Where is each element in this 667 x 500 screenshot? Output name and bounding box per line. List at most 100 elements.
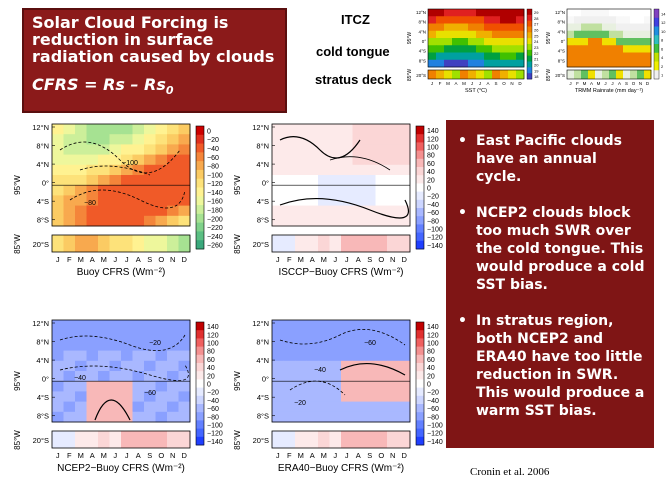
field-cell xyxy=(318,154,330,166)
mini-month-tick: A xyxy=(590,81,593,86)
field-cell xyxy=(295,320,307,331)
field-cell xyxy=(375,164,388,176)
field-cell xyxy=(155,134,168,145)
contour-label: −40 xyxy=(74,375,86,382)
field-cell xyxy=(283,411,296,423)
field-cell xyxy=(272,381,284,392)
field-cell xyxy=(52,195,64,207)
colorbar-segment xyxy=(196,363,204,372)
colorbar-tick-label: 0 xyxy=(207,128,211,135)
lat-tick-label: 8°N xyxy=(256,338,269,347)
field-cell xyxy=(318,134,330,145)
strip-cell xyxy=(63,235,76,252)
mini-cell xyxy=(623,9,631,17)
contour-label: −40 xyxy=(314,367,326,374)
mini-colorbar-segment xyxy=(654,35,659,45)
strip-cell xyxy=(318,235,330,252)
mini-cell xyxy=(595,9,603,17)
field-cell xyxy=(109,411,122,423)
field-cell xyxy=(306,215,319,227)
field-cell xyxy=(178,195,191,207)
mini-colorbar-tick: 21 xyxy=(534,57,539,62)
colorbar-segment xyxy=(196,436,204,446)
mini-colorbar-segment xyxy=(654,70,659,80)
mini-cell xyxy=(637,30,645,39)
month-tick-label: M xyxy=(101,255,107,264)
month-tick-label: A xyxy=(310,255,315,264)
field-cell xyxy=(167,164,179,176)
field-cell xyxy=(318,401,330,413)
mini-strip-cell xyxy=(444,70,453,79)
month-tick-label: O xyxy=(378,451,384,460)
field-cell xyxy=(295,411,307,423)
mini-cell xyxy=(508,16,517,24)
field-cell xyxy=(155,401,168,413)
mini-cell xyxy=(476,38,485,46)
field-cell xyxy=(375,205,388,217)
mini-cell xyxy=(602,9,610,17)
contour-line xyxy=(59,364,189,381)
field-cell xyxy=(178,124,191,135)
field-cell xyxy=(352,195,365,207)
field-cell xyxy=(75,320,87,331)
mini-cell xyxy=(468,38,477,46)
mini-cell xyxy=(468,45,477,53)
field-cell xyxy=(121,371,133,382)
colorbar-tick-label: −20 xyxy=(207,137,219,144)
field-cell xyxy=(283,164,296,176)
field-cell xyxy=(398,134,411,145)
field-cell xyxy=(375,144,388,156)
mini-strip-cell xyxy=(492,70,501,79)
colorbar-tick-label: −240 xyxy=(207,234,223,241)
field-cell xyxy=(63,330,76,341)
field-cell xyxy=(375,175,388,186)
mini-colorbar-tick: 27 xyxy=(534,22,539,27)
colorbar-tick-label: 140 xyxy=(427,128,439,135)
strip-cell xyxy=(167,431,179,448)
lat-tick-label: 12°N xyxy=(252,123,269,132)
mini-cell xyxy=(637,59,645,68)
mini-cell xyxy=(630,52,638,61)
field-cell xyxy=(98,371,110,382)
mini-cell xyxy=(452,9,461,17)
month-tick-label: N xyxy=(170,451,175,460)
mini-cell xyxy=(516,45,525,53)
field-cell xyxy=(144,391,156,403)
strip-cell xyxy=(121,235,133,252)
field-cell xyxy=(318,175,330,186)
month-tick-label: J xyxy=(345,451,349,460)
field-cell xyxy=(341,381,353,392)
mini-cell xyxy=(516,52,525,61)
mini-colorbar-tick: 26 xyxy=(534,27,539,32)
colorbar-segment xyxy=(416,363,424,372)
field-cell xyxy=(86,330,99,341)
mini-lower-tick: 20°S xyxy=(416,73,426,78)
mini-cell xyxy=(476,52,485,61)
mini-cell xyxy=(444,45,453,53)
field-cell xyxy=(132,340,145,352)
strip-cell xyxy=(375,235,388,252)
colorbar-segment xyxy=(416,142,424,151)
mini-cell xyxy=(452,23,461,32)
mini-cell xyxy=(644,30,652,39)
field-frame xyxy=(271,319,411,423)
strip-cell xyxy=(98,431,110,448)
mini-cell xyxy=(468,9,477,17)
strip-frame xyxy=(271,430,411,449)
field-cell xyxy=(75,205,87,217)
field-cell xyxy=(109,124,122,135)
field-cell xyxy=(364,320,376,331)
field-cell xyxy=(132,154,145,166)
field-cell xyxy=(364,381,376,392)
month-tick-label: M xyxy=(298,255,304,264)
colorbar-segment xyxy=(416,404,424,413)
mini-cell xyxy=(574,16,582,24)
mini-colorbar-segment xyxy=(527,32,532,39)
lat-tick-label: 0° xyxy=(42,375,49,384)
field-cell xyxy=(352,330,365,341)
field-cell xyxy=(75,330,87,341)
strip-cell xyxy=(387,431,399,448)
field-cell xyxy=(398,320,411,331)
month-tick-label: J xyxy=(333,255,337,264)
mini-strip-cell xyxy=(476,70,485,79)
